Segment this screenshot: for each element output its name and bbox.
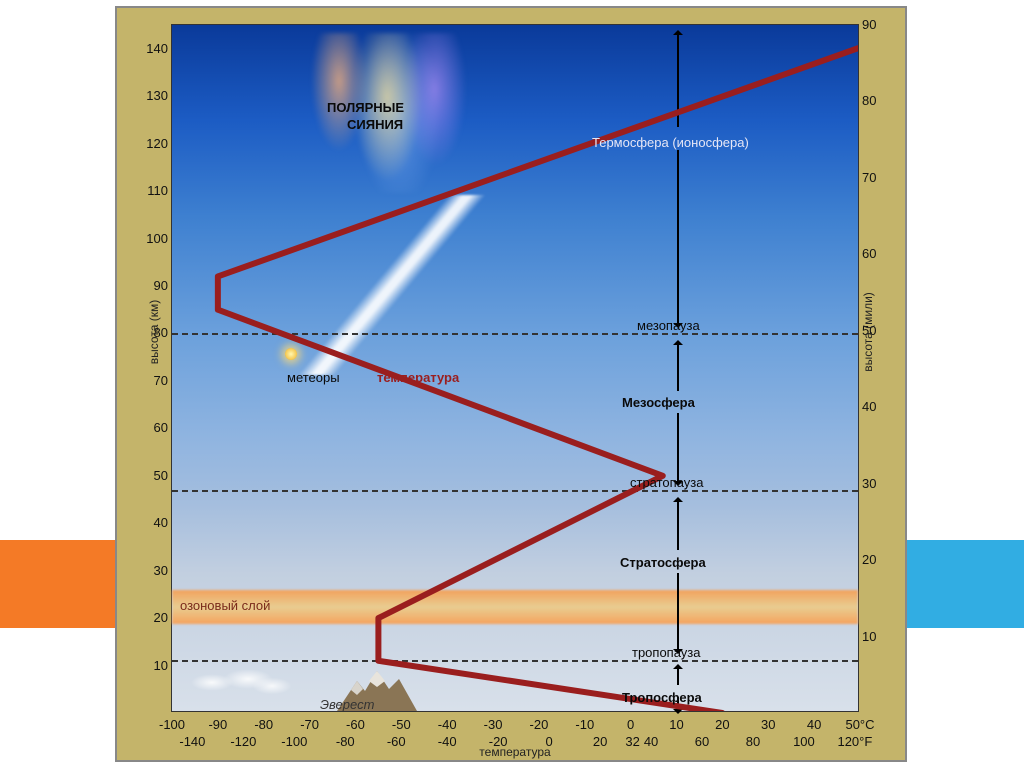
y-right-tick: 10 — [862, 629, 890, 644]
x-c-tick: -90 — [200, 717, 236, 732]
x-c-tick: 40 — [796, 717, 832, 732]
plot-area: ПОЛЯРНЫЕ СИЯНИЯ Термосфера (ионосфера) м… — [171, 24, 859, 712]
x-c-tick: -60 — [337, 717, 373, 732]
accent-right — [907, 540, 1024, 628]
x-c-tick: 10 — [659, 717, 695, 732]
y-left-tick: 70 — [138, 373, 168, 388]
y-left-tick: 60 — [138, 420, 168, 435]
troposphere-label: Тропосфера — [622, 690, 702, 705]
y-left-tick: 20 — [138, 610, 168, 625]
y-right-tick: 20 — [862, 552, 890, 567]
y-left-tick: 10 — [138, 658, 168, 673]
y-left-tick: 90 — [138, 278, 168, 293]
meteor-label: метеоры — [287, 370, 340, 385]
temperature-line — [172, 25, 858, 711]
y-left-tick: 140 — [138, 41, 168, 56]
x-c-tick: -50 — [383, 717, 419, 732]
x-c-tick: -70 — [292, 717, 328, 732]
y-right-tick: 90 — [862, 17, 890, 32]
y-right-tick: 80 — [862, 93, 890, 108]
y-left-tick: 100 — [138, 231, 168, 246]
x-c-tick: 50°C — [842, 717, 878, 732]
mesosphere-label: Мезосфера — [622, 395, 695, 410]
atmosphere-chart: ПОЛЯРНЫЕ СИЯНИЯ Термосфера (ионосфера) м… — [115, 6, 907, 762]
x-c-tick: 0 — [613, 717, 649, 732]
x-axis-label: температура — [172, 745, 858, 759]
x-c-tick: -20 — [521, 717, 557, 732]
y-left-tick: 30 — [138, 563, 168, 578]
x-c-tick: -100 — [154, 717, 190, 732]
x-c-tick: -80 — [246, 717, 282, 732]
ozone-label: озоновый слой — [180, 598, 270, 613]
y-right-tick: 40 — [862, 399, 890, 414]
thermosphere-label: Термосфера (ионосфера) — [592, 135, 749, 150]
y-left-tick: 130 — [138, 88, 168, 103]
y-left-axis-label: высота (км) — [147, 300, 161, 364]
x-c-tick: -30 — [475, 717, 511, 732]
tropopause-label: тропопауза — [632, 645, 701, 660]
mesopause-label: мезопауза — [637, 318, 700, 333]
y-right-tick: 70 — [862, 170, 890, 185]
y-right-tick: 60 — [862, 246, 890, 261]
x-c-tick: 30 — [750, 717, 786, 732]
stratosphere-label: Стратосфера — [620, 555, 706, 570]
y-left-tick: 40 — [138, 515, 168, 530]
y-left-tick: 50 — [138, 468, 168, 483]
x-c-tick: -10 — [567, 717, 603, 732]
temperature-label: температура — [377, 370, 459, 385]
y-right-tick: 30 — [862, 476, 890, 491]
y-left-tick: 110 — [138, 183, 168, 198]
aurora-label-1: ПОЛЯРНЫЕ — [327, 100, 404, 115]
y-left-tick: 120 — [138, 136, 168, 151]
accent-left — [0, 540, 115, 628]
everest-label: Эверест — [320, 697, 374, 712]
x-c-tick: 20 — [704, 717, 740, 732]
aurora-label-2: СИЯНИЯ — [347, 117, 403, 132]
y-right-axis-label: высота (мили) — [861, 292, 875, 372]
stratopause-label: стратопауза — [630, 475, 703, 490]
x-c-tick: -40 — [429, 717, 465, 732]
